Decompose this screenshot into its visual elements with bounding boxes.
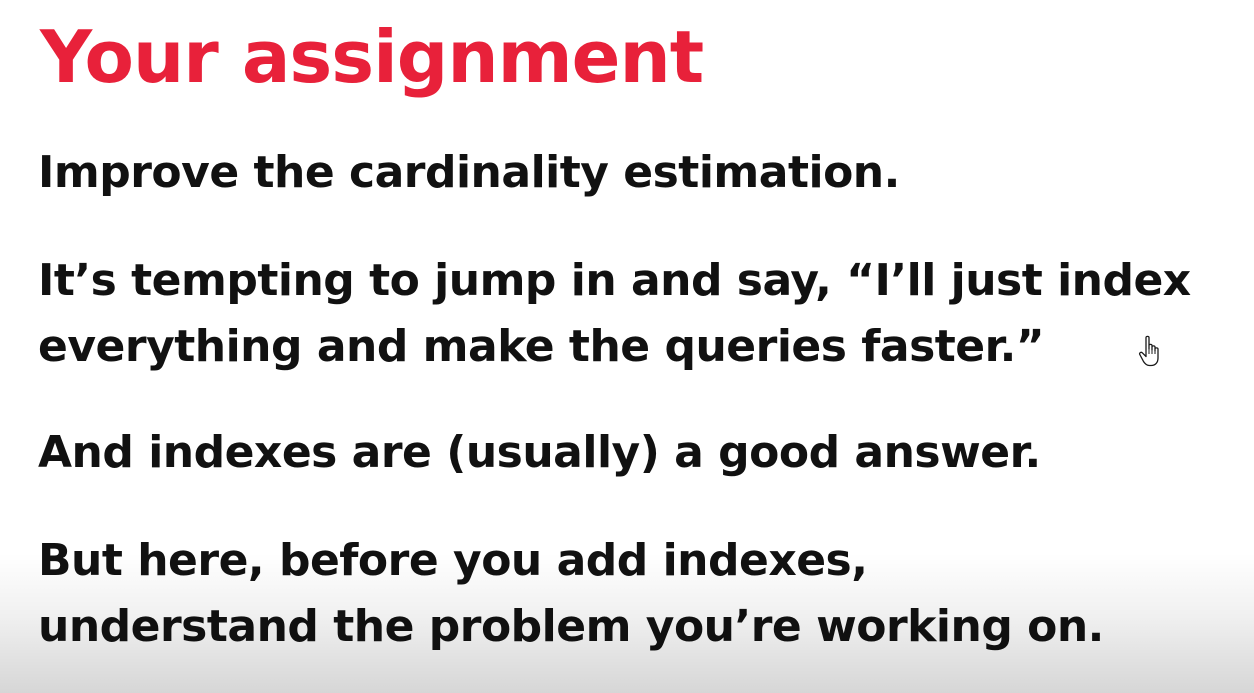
paragraph-line: understand the problem you’re working on… <box>38 601 1104 652</box>
paragraph-understand: But here, before you add indexes, unders… <box>38 528 1104 660</box>
paragraph-line: Improve the cardinality estimation. <box>38 147 900 198</box>
paragraph-improve: Improve the cardinality estimation. <box>38 140 900 206</box>
paragraph-line: It’s tempting to jump in and say, “I’ll … <box>38 255 1191 306</box>
paragraph-line: everything and make the queries faster.” <box>38 321 1045 372</box>
paragraph-indexes: And indexes are (usually) a good answer. <box>38 420 1041 486</box>
paragraph-line: And indexes are (usually) a good answer. <box>38 427 1041 478</box>
paragraph-tempting: It’s tempting to jump in and say, “I’ll … <box>38 248 1191 380</box>
hand-pointer-icon <box>1138 335 1159 367</box>
paragraph-line: But here, before you add indexes, <box>38 535 868 586</box>
slide-title: Your assignment <box>40 15 704 99</box>
